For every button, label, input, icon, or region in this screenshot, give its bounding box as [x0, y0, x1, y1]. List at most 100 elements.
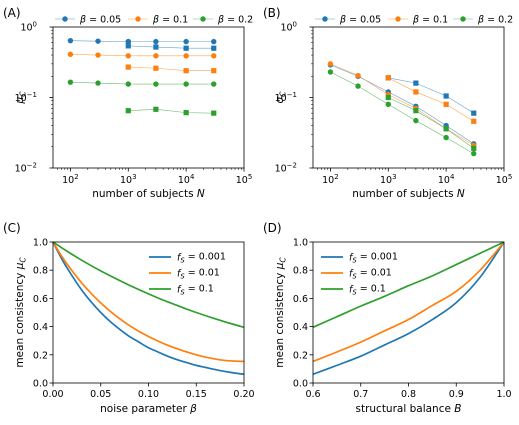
data-point [327, 61, 334, 67]
legend-label: fS = 0.001 [349, 252, 398, 265]
data-point [153, 81, 159, 87]
data-point [211, 45, 217, 51]
legend: β = 0.05 β = 0.1 β = 0.2 [315, 15, 513, 26]
series-2 [327, 61, 477, 148]
series-1 [385, 75, 477, 116]
data-point [385, 94, 391, 101]
series-3 [385, 75, 477, 124]
data-point [67, 37, 74, 44]
legend-label: β = 0.05 [79, 15, 121, 26]
panel-c: (C) 0.00 0.05 0.10 0.15 0.20 0.0 0.2 0.4 0.6 0.8 1.… [3, 221, 255, 415]
data-point [211, 38, 217, 45]
data-point [211, 68, 217, 74]
panel-label: (B) [263, 6, 281, 20]
x-axis-label: noise parameter β [100, 403, 197, 415]
data-point [443, 134, 449, 141]
data-point [385, 75, 391, 81]
y-tick-label: 0.0 [33, 379, 48, 390]
series-line [330, 64, 474, 145]
data-point [125, 53, 131, 59]
series-0 [67, 37, 131, 45]
legend-label: β = 0.2 [477, 15, 513, 26]
legend-label: fS = 0.1 [349, 284, 386, 297]
series-3 [67, 51, 217, 59]
series-line-0 [52, 241, 245, 376]
series-line [70, 53, 214, 57]
x-tick-label: 0.6 [305, 389, 320, 400]
panel-a: (A) 102 103 104 105 10−2 10−1 100 number of subj… [3, 6, 253, 200]
legend-marker [460, 16, 466, 22]
x-tick-label: 105 [496, 173, 513, 186]
series-line-1 [312, 241, 505, 363]
legend-label: β = 0.2 [217, 15, 253, 26]
y-tick-label: 0.6 [293, 294, 308, 305]
data-point [211, 81, 217, 87]
x-tick-label: 0.8 [401, 389, 416, 400]
data-point [95, 52, 101, 58]
legend-label: fS = 0.01 [177, 268, 220, 281]
legend-marker [135, 16, 141, 22]
legend-marker [200, 16, 206, 22]
data-point [125, 64, 131, 70]
x-tick-label: 104 [438, 173, 455, 186]
legend-marker [395, 16, 401, 22]
data-point [183, 38, 189, 45]
data-point [413, 89, 419, 95]
y-tick-label: 10−1 [275, 91, 297, 104]
y-tick-label: 0.4 [33, 322, 48, 333]
data-point [183, 110, 189, 116]
x-tick-label: 0.10 [138, 389, 159, 400]
series-line [330, 63, 474, 146]
data-point [153, 53, 159, 59]
y-tick-label: 10−2 [15, 162, 37, 175]
x-tick-label: 0.00 [42, 389, 63, 400]
series-line-2 [52, 241, 245, 329]
panel-b: (B) 102 103 104 105 10−2 10−1 100 number of subj… [263, 6, 513, 200]
data-point [95, 80, 101, 86]
y-tick-label: 0.2 [293, 350, 308, 361]
data-point [125, 81, 131, 87]
y-tick-label: 0.2 [33, 350, 48, 361]
series-line [388, 77, 474, 114]
x-axis-label: number of subjects N [92, 188, 205, 200]
ticks: 102 103 104 105 10−2 10−1 100 [275, 21, 513, 187]
y-axis-label: μC [14, 91, 27, 105]
data-point [153, 44, 159, 50]
data-point [471, 118, 477, 124]
data-point [471, 150, 477, 157]
y-axis-label: σC [274, 91, 287, 104]
series-5 [67, 79, 217, 87]
legend-label: fS = 0.001 [177, 252, 226, 265]
x-tick-label: 0.15 [186, 389, 207, 400]
series-5 [385, 94, 477, 151]
data-point [95, 38, 101, 44]
series-1 [125, 43, 217, 51]
data-point [183, 53, 189, 59]
series-line [128, 109, 214, 114]
series-line-1 [52, 241, 245, 363]
legend: fS = 0.001 fS = 0.01 fS = 0.1 [149, 252, 226, 297]
data-point [413, 108, 419, 114]
data-point [443, 101, 449, 107]
y-tick-label: 0.0 [293, 379, 308, 390]
data-point [413, 117, 419, 124]
series-line-0 [312, 241, 505, 376]
x-tick-label: 103 [120, 173, 137, 186]
y-tick-label: 1.0 [33, 238, 48, 249]
legend-marker [322, 16, 328, 22]
y-tick-label: 10−1 [15, 91, 37, 104]
y-tick-label: 10−2 [275, 162, 297, 175]
y-tick-label: 0.6 [33, 294, 48, 305]
data-point [67, 51, 74, 57]
x-tick-label: 102 [322, 173, 339, 186]
legend-label: β = 0.1 [152, 15, 188, 26]
y-tick-label: 0.4 [293, 322, 308, 333]
panel-label: (A) [3, 6, 21, 20]
data-point [471, 145, 477, 151]
x-axis-label: number of subjects N [352, 188, 465, 200]
data-point [183, 68, 189, 74]
y-axis-label: mean consistency μC [274, 257, 287, 368]
series-line [388, 77, 474, 122]
series-line [388, 97, 474, 149]
